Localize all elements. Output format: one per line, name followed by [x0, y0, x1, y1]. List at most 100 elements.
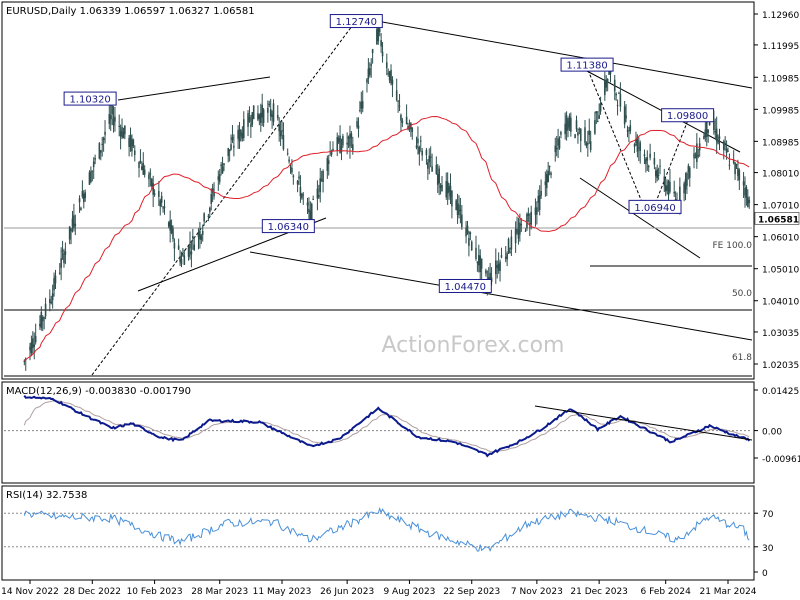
candle-body: [342, 135, 344, 146]
annotation-label: 1.04470: [445, 282, 486, 293]
candle-body: [63, 252, 65, 264]
candle-body: [378, 28, 381, 33]
candle-body: [468, 238, 470, 246]
candle-body: [683, 183, 685, 194]
candle-body: [727, 150, 729, 152]
candle-body: [41, 317, 44, 322]
candle-body: [320, 179, 323, 181]
candle-body: [400, 114, 402, 121]
candle-body: [663, 176, 666, 186]
candle-body: [667, 181, 670, 196]
candle-body: [421, 150, 423, 156]
candle-body: [143, 169, 146, 175]
candle-body: [53, 278, 55, 291]
candle-body: [713, 120, 715, 131]
candle-body: [550, 172, 552, 175]
date-tick-label: 21 Dec 2023: [570, 587, 628, 597]
candle-body: [268, 103, 271, 106]
candle-body: [496, 265, 499, 268]
candle-body: [405, 116, 408, 125]
candle-body: [506, 253, 508, 260]
candle-body: [78, 198, 81, 203]
candle-body: [679, 186, 681, 202]
candle-body: [578, 128, 581, 130]
annotation-box: [560, 57, 614, 72]
candle-body: [80, 207, 82, 211]
watermark: ActionForex.com: [382, 333, 565, 358]
rsi-header: RSI(14) 32.7538: [6, 490, 87, 501]
candle-body: [534, 207, 537, 215]
candle-body: [448, 186, 450, 193]
candle-body: [377, 26, 380, 42]
candle-body: [594, 120, 596, 134]
candle-body: [102, 138, 105, 141]
candle-body: [465, 228, 467, 237]
candle-body: [500, 255, 503, 258]
candle-body: [455, 200, 457, 211]
candle-body: [478, 255, 480, 266]
candle-body: [153, 193, 156, 195]
candle-body: [152, 183, 154, 195]
candle-body: [451, 190, 453, 207]
candle-body: [92, 161, 95, 168]
candle-body: [435, 164, 438, 174]
candle-body: [109, 115, 112, 120]
candle-body: [84, 192, 87, 199]
candle-body: [540, 190, 542, 196]
candle-body: [192, 236, 194, 239]
candle-body: [390, 69, 392, 84]
candle-body: [88, 172, 91, 185]
candle-body: [309, 210, 312, 220]
candle-body: [633, 144, 636, 147]
candle-body: [44, 303, 47, 317]
candle-body: [74, 223, 77, 227]
candle-body: [628, 130, 630, 132]
candle-body: [336, 137, 339, 151]
candle-body: [292, 175, 295, 178]
candle-body: [306, 202, 309, 206]
candle-body: [114, 116, 116, 122]
annotation-label: 1.11380: [566, 61, 607, 72]
candle-body: [302, 194, 305, 196]
candle-body: [301, 193, 303, 199]
candle-body: [289, 167, 292, 169]
candle-body: [625, 115, 627, 119]
candle-body: [605, 79, 608, 88]
candle-body: [619, 94, 622, 107]
price-tick-label: 1.02035: [762, 361, 799, 371]
macd-line: [23, 395, 751, 458]
candle-body: [248, 117, 251, 122]
candle-body: [271, 114, 273, 118]
candle-body: [748, 199, 751, 204]
price-header: EURUSD,Daily 1.06339 1.06597 1.06327 1.0…: [6, 6, 255, 17]
candle-body: [585, 143, 588, 146]
candle-body: [237, 130, 239, 139]
candle-body: [370, 64, 373, 66]
candle-body: [458, 204, 460, 216]
candle-body: [73, 215, 75, 229]
price-panel: [1, 1, 755, 380]
macd-layer: [4, 395, 753, 458]
candle-body: [167, 222, 170, 227]
candle-body: [703, 136, 705, 140]
candle-body: [366, 79, 368, 83]
candle-body: [211, 188, 214, 193]
candle-body: [387, 73, 390, 75]
candle-body: [385, 62, 388, 69]
candle-body: [231, 136, 234, 141]
candle-body: [507, 238, 510, 253]
candle-body: [187, 246, 190, 257]
candle-body: [407, 126, 409, 129]
candle-body: [352, 144, 354, 151]
candle-body: [68, 226, 71, 240]
candle-body: [32, 338, 34, 349]
candle-body: [381, 51, 384, 57]
candle-body: [722, 141, 725, 151]
price-tick-label: 1.11995: [762, 42, 799, 52]
candle-body: [81, 191, 84, 197]
candle-body: [58, 272, 61, 274]
macd-tick-label: 0.014251: [762, 387, 800, 397]
candle-body: [172, 228, 174, 240]
candle-body: [574, 134, 576, 138]
